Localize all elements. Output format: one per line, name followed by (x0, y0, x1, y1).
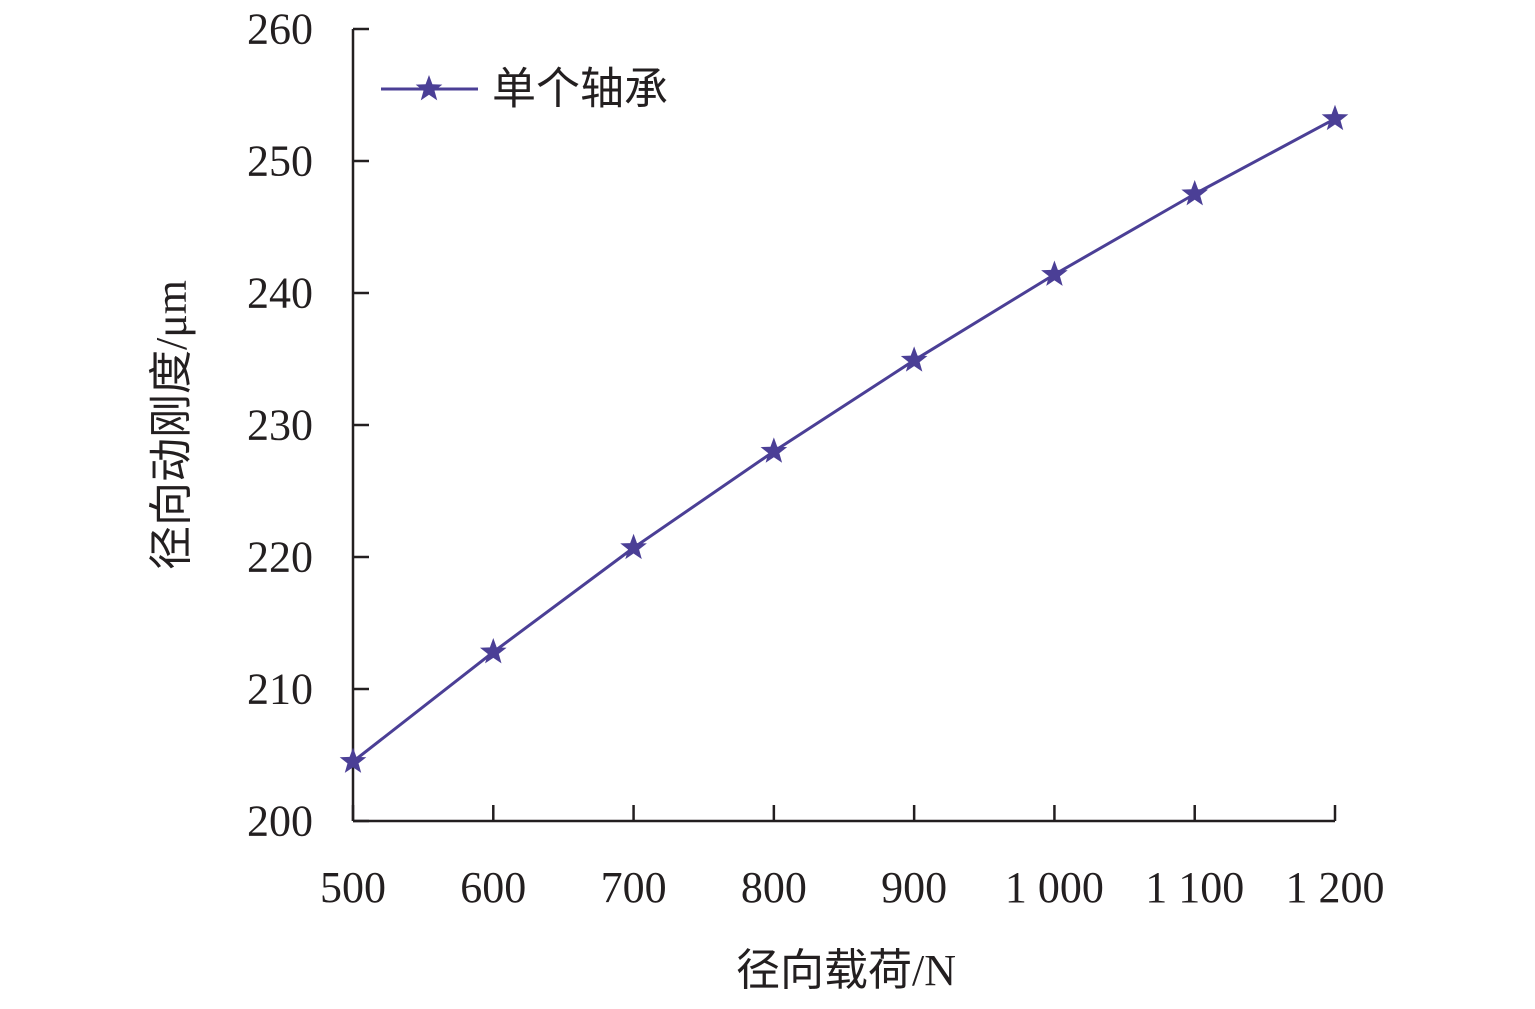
x-tick-label: 600 (460, 863, 526, 912)
legend-label: 单个轴承 (492, 65, 668, 114)
x-tick-label: 900 (881, 863, 947, 912)
y-tick-label: 250 (247, 137, 313, 186)
data-point-star (1041, 260, 1068, 286)
x-tick-label: 500 (320, 863, 386, 912)
y-tick-label: 210 (247, 665, 313, 714)
y-tick-label: 200 (247, 797, 313, 846)
y-tick-label: 220 (247, 533, 313, 582)
data-point-star (900, 346, 928, 372)
data-point-star (1181, 180, 1209, 206)
y-tick-label: 260 (247, 5, 313, 54)
data-point-star (479, 638, 507, 664)
data-point-star (760, 437, 788, 463)
x-tick-label: 1 200 (1286, 863, 1385, 912)
x-tick-label: 800 (741, 863, 807, 912)
data-point-star (1321, 104, 1349, 131)
y-axis-title: 径向动刚度/μm (147, 280, 196, 570)
data-point-star (620, 533, 647, 560)
x-tick-label: 700 (601, 863, 667, 912)
tick-labels: 200 210 220 230 240 250 260 500 600 700 800 900 1 00… (247, 5, 1385, 913)
x-tick-label: 1 000 (1005, 863, 1104, 912)
y-tick-label: 240 (247, 269, 313, 318)
legend-star-marker (415, 75, 443, 101)
axes (351, 27, 1337, 823)
series-layer (339, 104, 1349, 773)
y-tick-label: 230 (247, 401, 313, 450)
legend: 单个轴承 (381, 65, 668, 114)
data-point-star (339, 747, 367, 773)
x-tick-label: 1 100 (1145, 863, 1244, 912)
series-line (352, 117, 1336, 763)
x-axis-title: 径向载荷/N (736, 946, 956, 995)
